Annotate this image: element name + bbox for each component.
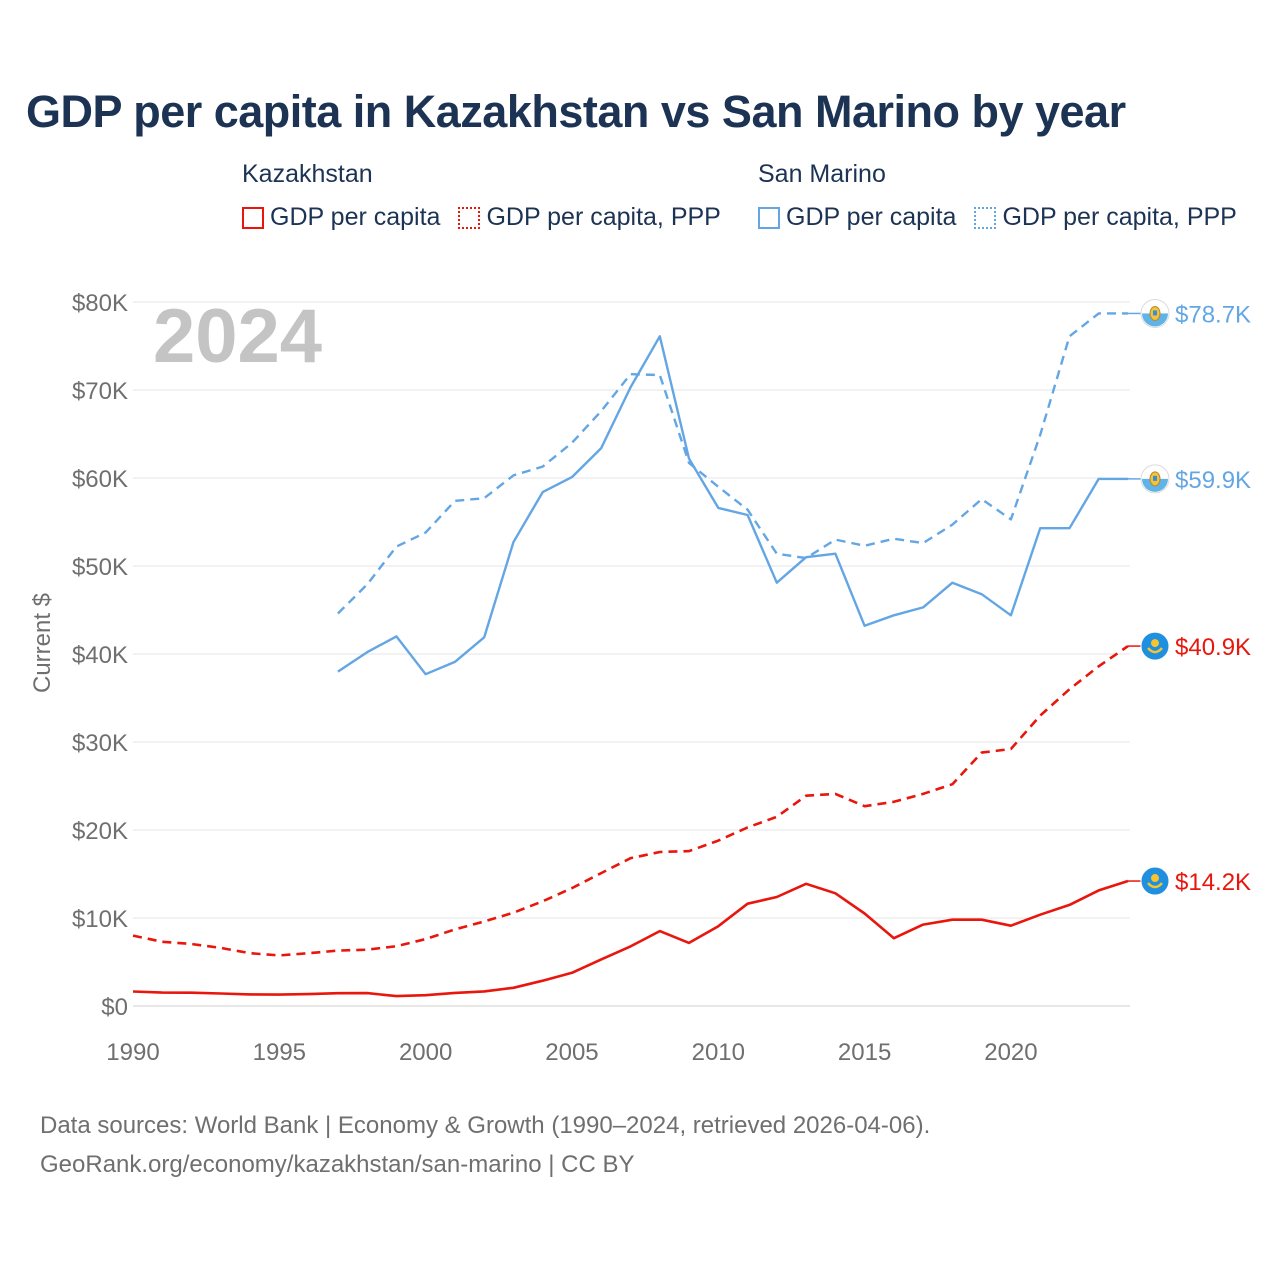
legend-item-label: GDP per capita [270,203,441,231]
x-tick-label: 2020 [984,1039,1037,1066]
y-tick-label: $50K [72,554,128,581]
y-tick-label: $20K [72,818,128,845]
legend-item-label: GDP per capita, PPP [1002,203,1237,231]
series-line-1 [132,645,1129,957]
grid-lines [133,301,1130,1007]
legend-swatch-dotted [974,206,997,229]
footer-sources: Data sources: World Bank | Economy & Gro… [40,1112,931,1139]
legend-item-label: GDP per capita, PPP [486,203,721,231]
end-labels: $14.2K $40.9K $59.9K $78.7K [1128,298,1251,896]
end-value-label: $40.9K [1175,634,1251,661]
y-tick-label: $0 [101,994,128,1021]
x-tick-label: 1995 [253,1039,306,1066]
legend-group-san-marino: San Marino GDP per capita GDP per capita… [758,160,1237,232]
series-lines [132,312,1129,998]
legend-group-kazakhstan: Kazakhstan GDP per capita GDP per capita… [242,160,721,232]
series-line-0 [132,879,1129,998]
y-tick-label: $10K [72,906,128,933]
x-tick-label: 2015 [838,1039,891,1066]
y-tick-label: $70K [72,378,128,405]
end-value-label: $59.9K [1175,467,1251,494]
legend-swatch-solid [758,206,780,229]
series-line-3 [337,312,1128,615]
y-axis-title: Current $ [29,593,56,693]
legend-swatch-dotted [458,206,481,229]
legend-item-sm-gdp[interactable]: GDP per capita [758,203,956,232]
san-marino-flag-icon [1140,298,1170,328]
line-chart: $0 $10K $20K $30K $40K $50K $60K $70K $80K 1990 19… [29,290,1251,1066]
x-tick-label: 2000 [399,1039,452,1066]
legend-item-sm-gdp-ppp[interactable]: GDP per capita, PPP [974,203,1237,232]
x-tick-label: 2005 [545,1039,598,1066]
kazakhstan-flag-icon [1140,866,1170,896]
san-marino-flag-icon [1140,464,1170,494]
kazakhstan-flag-icon [1140,631,1170,661]
legend-item-label: GDP per capita [786,203,957,231]
end-value-label: $78.7K [1175,301,1251,328]
legend-group-title: Kazakhstan [242,160,373,188]
y-tick-label: $60K [72,466,128,493]
footer-link[interactable]: GeoRank.org/economy/kazakhstan/san-marin… [40,1151,635,1178]
series-line-2 [337,335,1128,676]
axes: $0 $10K $20K $30K $40K $50K $60K $70K $80K 1990 19… [72,290,1038,1066]
legend-group-title: San Marino [758,160,886,188]
legend-item-kz-gdp-ppp[interactable]: GDP per capita, PPP [458,203,721,232]
legend-swatch-solid [242,206,264,229]
legend-item-kz-gdp[interactable]: GDP per capita [242,203,440,232]
chart-title: GDP per capita in Kazakhstan vs San Mari… [26,86,1126,137]
y-tick-label: $30K [72,730,128,757]
x-tick-label: 2010 [692,1039,745,1066]
footer: Data sources: World Bank | Economy & Gro… [40,1106,930,1184]
y-tick-label: $40K [72,642,128,669]
x-tick-label: 1990 [106,1039,159,1066]
end-value-label: $14.2K [1175,869,1251,896]
year-watermark: 2024 [153,294,322,379]
y-tick-label: $80K [72,290,128,317]
